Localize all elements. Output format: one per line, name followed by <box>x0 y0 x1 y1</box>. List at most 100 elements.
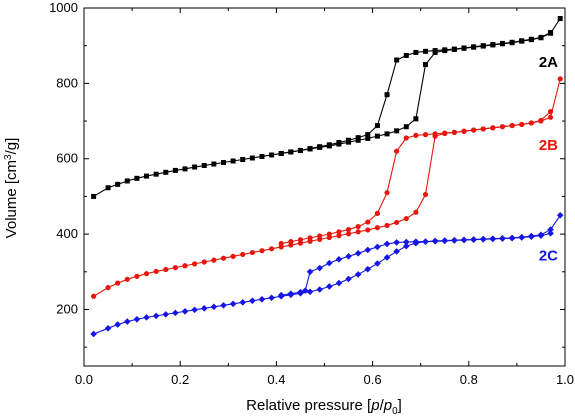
series-2b-desorption-point <box>374 210 381 216</box>
series-2a-desorption-point <box>509 39 515 45</box>
series-2c-desorption-point <box>364 246 372 254</box>
series-2c-desorption-point <box>479 236 487 243</box>
series-2c-desorption-point <box>287 290 295 297</box>
series-2b-adsorption-point <box>124 276 130 282</box>
series-2b-desorption-point <box>326 231 332 237</box>
series-2b <box>91 76 563 299</box>
series-2c-desorption-point <box>537 232 545 239</box>
series-labels: 2A 2B 2C <box>539 54 558 265</box>
series-2a-desorption-point <box>278 150 284 156</box>
series-2b-adsorption-point <box>268 246 275 252</box>
series-2c <box>90 211 564 338</box>
series-2b-adsorption-point <box>163 266 169 273</box>
series-2c-adsorption-point <box>268 294 275 302</box>
series-2b-adsorption-point <box>105 285 111 291</box>
series-2b-desorption-point <box>422 132 429 138</box>
series-2b-adsorption-point <box>220 255 227 261</box>
series-2b-adsorption-point <box>355 229 361 235</box>
series-2a-desorption-point <box>480 43 486 49</box>
series-2b-adsorption-point <box>336 233 342 239</box>
series-2c-adsorption-point <box>162 311 170 318</box>
y-tick-label: 800 <box>56 75 78 90</box>
series-2c-adsorption-point <box>306 288 314 296</box>
series-2c-desorption-point <box>441 237 449 245</box>
series-2a-adsorption-point <box>144 173 150 179</box>
series-2a-desorption-point <box>499 40 505 46</box>
series-2a-adsorption-point <box>384 131 390 137</box>
series-2a-adsorption-point <box>423 62 429 68</box>
series-2a-desorption-point <box>471 44 477 50</box>
series-2a-adsorption-point <box>115 181 121 187</box>
series-2b-desorption-point <box>499 124 506 130</box>
series-2b-desorption-point <box>307 235 313 241</box>
series-2b-adsorption-point <box>365 227 371 233</box>
series-2a-desorption-point <box>374 123 380 129</box>
series-2c-adsorption-point <box>556 211 564 219</box>
series-2a-adsorption-point <box>124 178 130 184</box>
series-2a-desorption-point <box>297 147 303 153</box>
series-2c-desorption-point <box>451 237 458 244</box>
series-2b-adsorption-point <box>230 253 236 259</box>
series-2b-desorption-point <box>528 120 534 126</box>
series-2c-desorption-point <box>431 237 439 245</box>
series-2c-desorption-point <box>528 233 535 241</box>
series-2b-adsorption-point <box>259 248 265 254</box>
series-2b-adsorption-point <box>384 222 390 229</box>
series-2a-desorption-point <box>355 135 361 141</box>
series-2b-desorption-point <box>461 128 467 134</box>
y-tick-label: 1000 <box>49 0 78 15</box>
series-2c-adsorption-point <box>90 330 97 338</box>
series-2c-desorption-point <box>547 230 554 237</box>
series-2a-adsorption-point <box>91 193 97 199</box>
series-2b-adsorption-point <box>91 293 97 299</box>
series-2a-desorption-point <box>326 142 332 148</box>
series-2c-desorption-point <box>508 234 516 242</box>
series-2c-desorption-point <box>277 291 285 299</box>
series-2c-adsorption-point <box>210 303 218 311</box>
series-2b-desorption-point <box>538 117 544 123</box>
series-2b-adsorption-point <box>403 216 409 222</box>
series-2b-adsorption-point <box>172 265 178 271</box>
series-2a-desorption-point <box>317 144 323 150</box>
series-2b-adsorption-point <box>240 251 246 258</box>
series-2c-adsorption-point <box>364 265 372 273</box>
x-tick-label: 0.8 <box>460 372 478 387</box>
series-2b-adsorption-point <box>143 271 150 277</box>
series-2c-desorption-point <box>393 239 400 246</box>
series-2b-desorption-point <box>509 122 515 129</box>
series-2c-adsorption-point <box>123 318 131 325</box>
series-2c-desorption-point <box>470 236 477 244</box>
series-2a-adsorption-point <box>355 137 361 143</box>
series-2c-desorption-point <box>297 288 304 296</box>
series-2a-adsorption-point <box>182 166 188 172</box>
series-layer <box>90 16 564 338</box>
series-2a-adsorption-point <box>557 16 563 22</box>
series-2a <box>91 16 563 199</box>
series-2c-adsorption-point <box>393 248 400 255</box>
series-2a-adsorption-point <box>163 169 169 175</box>
series-2b-adsorption-point <box>211 257 217 263</box>
series-2c-desorption-point <box>402 238 410 246</box>
x-tick-label: 0.2 <box>171 372 189 387</box>
series-2a-desorption-point <box>384 92 390 98</box>
series-2c-desorption-point <box>499 235 506 242</box>
y-tick-label: 200 <box>56 301 78 316</box>
series-2b-desorption-point <box>442 130 448 136</box>
y-axis-ticks: 200 400 600 800 1000 <box>49 0 565 348</box>
series-2b-desorption-point <box>480 126 486 132</box>
x-axis-ticks: 0.0 0.2 0.4 0.6 0.8 1.0 <box>75 8 574 387</box>
series-2b-desorption-point <box>403 135 409 141</box>
series-2c-adsorption-point <box>114 321 121 328</box>
series-2b-adsorption-point <box>547 114 554 120</box>
plot-frame <box>83 7 566 367</box>
y-tick-label: 400 <box>56 226 78 241</box>
series-2b-adsorption-point <box>153 268 159 275</box>
series-2a-adsorption-point <box>201 163 207 169</box>
series-2b-desorption-point <box>345 226 352 233</box>
series-2a-desorption-point <box>423 48 429 54</box>
series-2c-adsorption-point <box>133 315 141 323</box>
series-2b-adsorption-point <box>394 219 400 226</box>
series-2c-desorption-point <box>335 256 343 263</box>
series-2c-desorption-point <box>518 234 526 241</box>
